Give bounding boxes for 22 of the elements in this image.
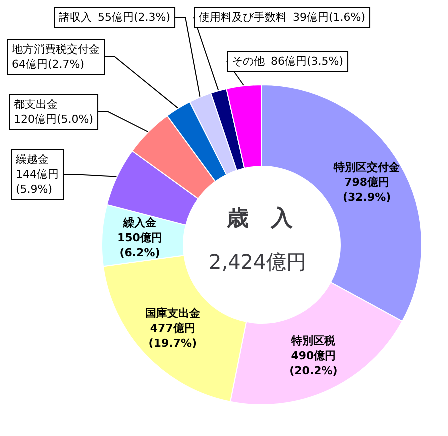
data-label: 490億円 (20.2%) (290, 349, 338, 378)
slice-label: 諸収入 (59, 11, 92, 24)
data-label: 144億円 (5.9%) (16, 168, 59, 196)
data-label: 798億円 (32.9%) (342, 176, 392, 204)
slice-label: 特別区税 (290, 334, 337, 348)
slice-label: 都支出金 (14, 98, 58, 111)
text: 歳 入 (226, 206, 294, 232)
slice-label: その他 (232, 55, 265, 68)
slice-label: 地方消費税交付金 (11, 43, 100, 56)
slice-label: 使用料及び手数料 (199, 11, 287, 24)
text: 2,424億円 (209, 250, 306, 274)
data-label: 39億円(1.6%) (293, 11, 366, 24)
slice-label: 繰入金 (122, 216, 158, 230)
data-label: 120億円(5.0%) (14, 113, 94, 126)
slice-label: 国庫支出金 (145, 307, 202, 320)
data-label: 477億円 (19.7%) (148, 322, 197, 350)
slice-label: 特別区交付金 (333, 161, 402, 174)
data-label: 55億円(2.3%) (98, 11, 171, 24)
slice-label: 繰越金 (15, 153, 49, 166)
data-label: 64億円(2.7%) (12, 58, 85, 71)
data-label: 150億円 (6.2%) (117, 231, 162, 260)
data-label: 86億円(3.5%) (271, 55, 344, 68)
